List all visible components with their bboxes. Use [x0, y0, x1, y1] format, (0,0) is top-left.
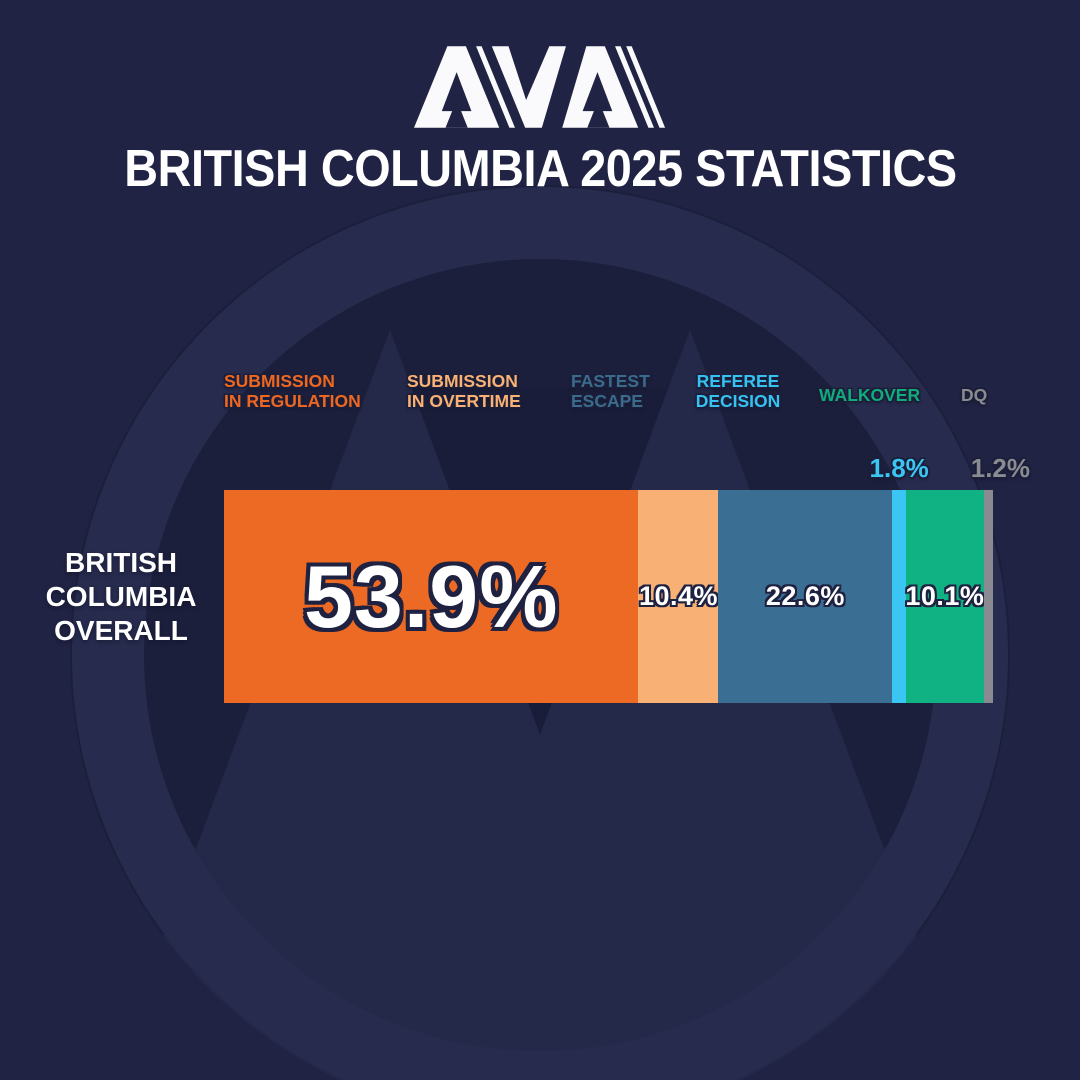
legend-item-walkover: WALKOVER: [819, 385, 921, 405]
stacked-bar: 53.9% 10.4% 22.6% 10.1%: [224, 490, 993, 703]
legend-item-referee-decision: REFEREE DECISION: [695, 371, 781, 411]
bar-segment-submission-in-regulation: 53.9%: [224, 490, 639, 703]
stacked-bar-area: 53.9% 10.4% 22.6% 10.1% 1.8% 1.2%: [224, 453, 1030, 703]
legend-item-submission-in-overtime: SUBMISSION IN OVERTIME: [407, 371, 521, 411]
segment-value-label-dq: 1.2%: [970, 453, 1031, 483]
page-title-text: BRITISH COLUMBIA 2025 STATISTICS: [123, 140, 957, 198]
bar-segment-dq: [983, 490, 993, 703]
legend-item-submission-in-regulation: SUBMISSION IN REGULATION: [224, 371, 361, 411]
row-label-british-columbia-overall: BRITISH COLUMBIA OVERALL: [45, 547, 197, 646]
page-title: BRITISH COLUMBIA 2025 STATISTICS: [0, 141, 1080, 197]
bar-segment-fastest-escape: 22.6%: [718, 490, 893, 703]
bar-segment-referee-decision: [892, 490, 907, 703]
segment-value-label: 10.4%: [638, 581, 718, 611]
ava-logo-icon: [414, 46, 666, 128]
legend-item-fastest-escape: FASTEST ESCAPE: [571, 371, 650, 411]
bar-segment-submission-in-overtime: 10.4%: [638, 490, 719, 703]
segment-value-label: 22.6%: [765, 581, 845, 611]
segment-value-label: 10.1%: [905, 581, 985, 611]
bar-segment-walkover: 10.1%: [905, 490, 985, 703]
legend-item-dq: DQ: [961, 385, 988, 405]
segment-value-label: 53.9%: [303, 546, 559, 646]
segment-value-label-referee-decision: 1.8%: [869, 453, 929, 483]
